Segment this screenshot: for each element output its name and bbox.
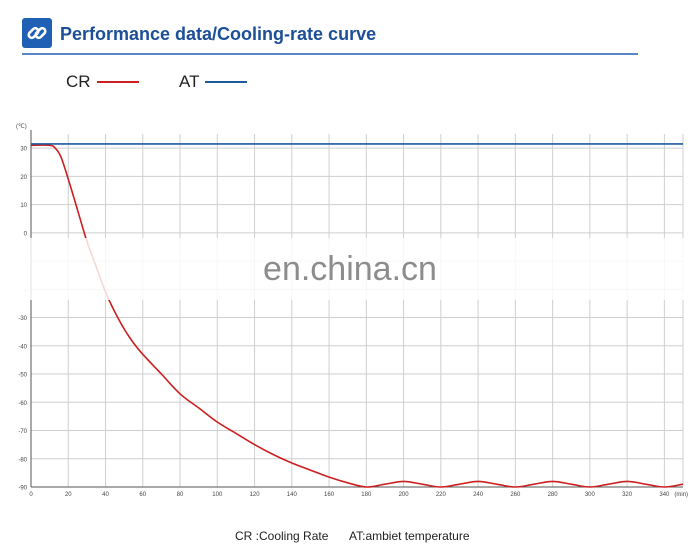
legend-label-cr: CR [66,72,91,91]
y-tick-label: -90 [18,486,27,492]
x-tick-label: 280 [548,492,559,498]
y-tick-label: 20 [20,175,27,181]
x-tick-label: 240 [473,492,484,498]
caption-cr: CR :Cooling Rate [235,529,329,543]
x-tick-label: 320 [622,492,633,498]
x-unit-label: (min) [674,492,688,498]
cooling-rate-chart: 3020100--30-40-50-60-70-80-9002040608010… [16,124,688,498]
y-tick-label: 0 [24,231,28,237]
link-chain-icon [22,18,52,48]
x-tick-label: 260 [510,492,521,498]
y-unit-label: (℃) [16,124,27,130]
section-header: Performance data/Cooling-rate curve [22,18,638,56]
legend-swatch-at [205,81,248,83]
y-tick-label: 10 [20,203,27,209]
x-tick-label: 40 [102,492,109,498]
header-divider [22,53,638,55]
y-tick-label: -60 [18,401,27,407]
x-tick-label: 80 [177,492,184,498]
y-tick-label: -30 [18,316,27,322]
y-tick-label: -70 [18,429,27,435]
legend-label-at: AT [179,72,200,91]
x-tick-label: 160 [324,492,335,498]
y-tick-label: 30 [20,147,27,153]
x-tick-label: 140 [287,492,298,498]
watermark-text: en.china.cn [263,249,437,288]
x-tick-label: 0 [29,492,33,498]
page-title: Performance data/Cooling-rate curve [60,24,377,44]
y-tick-label: -50 [18,373,27,379]
x-tick-label: 300 [585,492,596,498]
y-tick-label: -80 [18,457,27,463]
y-tick-label: -40 [18,344,27,350]
legend-item-cr: CR [66,72,139,92]
x-tick-label: 20 [65,492,72,498]
x-tick-label: 120 [250,492,261,498]
x-tick-label: 60 [139,492,146,498]
legend-swatch-cr [96,81,139,83]
series-line-cr [30,144,684,488]
x-tick-label: 100 [212,492,223,498]
x-tick-label: 180 [361,492,372,498]
x-tick-label: 220 [436,492,447,498]
x-tick-label: 200 [399,492,410,498]
x-tick-label: 340 [659,492,670,498]
legend-item-at: AT [179,72,248,92]
watermark: en.china.cn [0,238,700,300]
caption-at: AT:ambiet temperature [349,529,470,543]
